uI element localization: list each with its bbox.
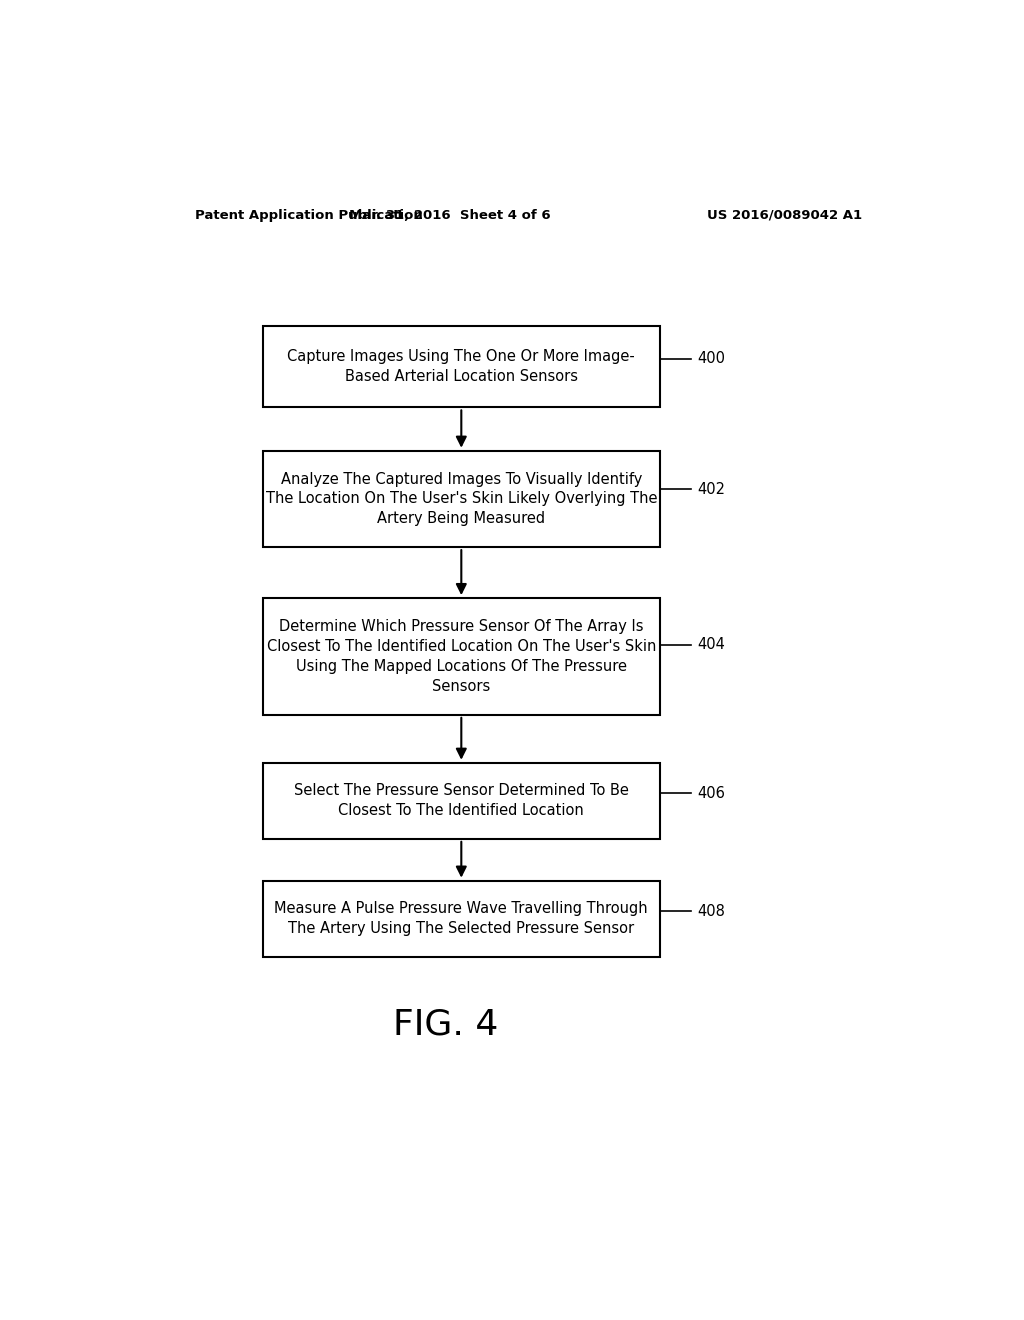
Text: Determine Which Pressure Sensor Of The Array Is
Closest To The Identified Locati: Determine Which Pressure Sensor Of The A… <box>266 619 656 693</box>
Text: 408: 408 <box>697 904 726 919</box>
Text: 406: 406 <box>697 785 726 801</box>
Text: Measure A Pulse Pressure Wave Travelling Through
The Artery Using The Selected P: Measure A Pulse Pressure Wave Travelling… <box>274 902 648 936</box>
Text: Mar. 31, 2016  Sheet 4 of 6: Mar. 31, 2016 Sheet 4 of 6 <box>348 209 550 222</box>
Bar <box>263 326 659 408</box>
Text: Analyze The Captured Images To Visually Identify
The Location On The User's Skin: Analyze The Captured Images To Visually … <box>265 471 657 527</box>
Text: 404: 404 <box>697 638 726 652</box>
Text: 402: 402 <box>697 482 726 496</box>
Text: Patent Application Publication: Patent Application Publication <box>196 209 423 222</box>
Text: US 2016/0089042 A1: US 2016/0089042 A1 <box>708 209 862 222</box>
Text: 400: 400 <box>697 351 726 366</box>
Bar <box>263 880 659 957</box>
Bar <box>263 450 659 548</box>
Text: Capture Images Using The One Or More Image-
Based Arterial Location Sensors: Capture Images Using The One Or More Ima… <box>288 350 635 384</box>
Bar <box>263 598 659 715</box>
Text: Select The Pressure Sensor Determined To Be
Closest To The Identified Location: Select The Pressure Sensor Determined To… <box>294 783 629 818</box>
Bar <box>263 763 659 840</box>
Text: FIG. 4: FIG. 4 <box>393 1007 498 1041</box>
